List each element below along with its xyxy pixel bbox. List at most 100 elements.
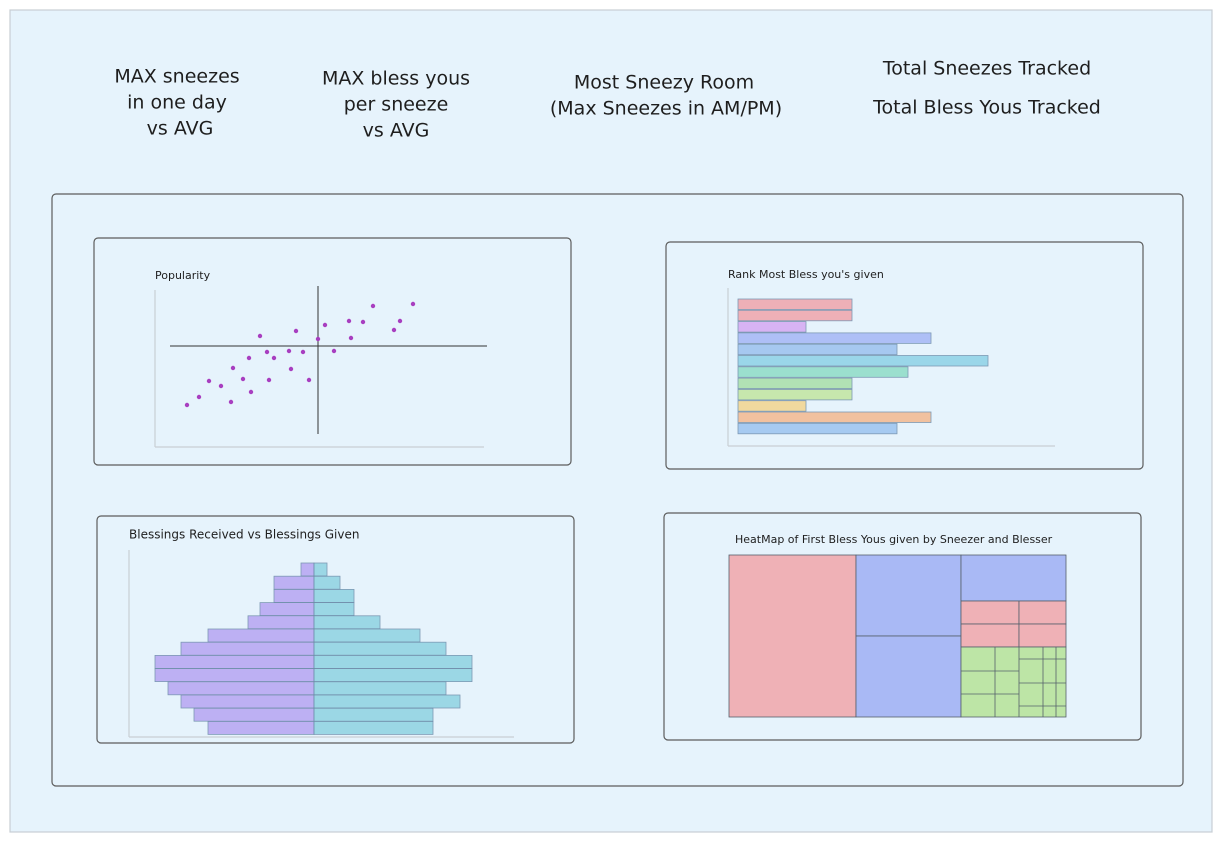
panel-frame bbox=[663, 512, 1142, 741]
heat-grid bbox=[961, 647, 1066, 717]
pyramid-bar-right bbox=[313, 575, 341, 590]
pyramid-bar-right bbox=[313, 694, 461, 709]
rank-bar bbox=[737, 377, 853, 390]
pyramid-bar-right bbox=[313, 707, 434, 722]
pyramid-bar-right bbox=[313, 562, 328, 577]
rank-bar bbox=[737, 343, 898, 356]
heat-cell bbox=[960, 646, 1067, 718]
scatter-dot bbox=[346, 318, 352, 324]
panel-title: Rank Most Bless you's given bbox=[728, 268, 884, 281]
kpi-text: vs AVG bbox=[363, 120, 430, 142]
heat-cell bbox=[855, 554, 962, 637]
scatter-dot bbox=[370, 303, 376, 309]
pyramid-bar-left bbox=[273, 589, 315, 603]
pyramid-bar-left bbox=[300, 562, 315, 577]
rank-bar bbox=[737, 388, 853, 401]
scatter-dot bbox=[257, 333, 263, 339]
scatter-dot bbox=[218, 383, 224, 389]
panel-frame bbox=[93, 237, 572, 466]
scatter-dot bbox=[331, 348, 337, 354]
scatter-dot bbox=[230, 365, 236, 371]
pyramid-bar-left bbox=[180, 641, 315, 656]
scatter-dot bbox=[196, 394, 202, 400]
kpi-text: Most Sneezy Room bbox=[574, 72, 754, 94]
panel-frame bbox=[665, 241, 1144, 470]
pyramid-bar-left bbox=[193, 707, 315, 722]
pyramid-bars bbox=[154, 562, 473, 735]
heat-cell bbox=[960, 554, 1067, 602]
pyramid-bar-right bbox=[313, 602, 355, 616]
pyramid-bar-left bbox=[154, 668, 315, 682]
scatter-dot bbox=[391, 327, 397, 333]
kpi-text: MAX sneezes bbox=[114, 66, 239, 88]
kpi-text: Total Bless Yous Tracked bbox=[872, 97, 1101, 119]
rank-bar bbox=[737, 366, 909, 378]
panel-title: Popularity bbox=[155, 269, 211, 282]
pyramid-bar-right bbox=[313, 668, 473, 682]
panel-title: HeatMap of First Bless Yous given by Sne… bbox=[735, 533, 1053, 546]
pyramid-bar-left bbox=[154, 655, 315, 669]
kpi-header: MAX sneezes in one day vs AVG MAX bless … bbox=[114, 58, 1101, 142]
scatter-dot bbox=[264, 349, 270, 355]
rank-bar bbox=[737, 321, 807, 333]
scatter-dot bbox=[348, 335, 354, 341]
rank-bar bbox=[737, 400, 807, 412]
kpi-text: (Max Sneezes in AM/PM) bbox=[550, 98, 782, 120]
scatter-dot bbox=[248, 389, 254, 395]
scatter-dot bbox=[293, 328, 299, 334]
panel-scatter: Popularity bbox=[93, 237, 572, 466]
scatter-dot bbox=[240, 376, 246, 382]
heat-cell bbox=[855, 635, 962, 718]
pyramid-bar-right bbox=[313, 628, 421, 643]
heat-cell bbox=[1018, 600, 1067, 625]
kpi-text: in one day bbox=[127, 92, 227, 114]
rank-bar bbox=[737, 355, 989, 367]
scatter-dot bbox=[300, 349, 306, 355]
scatter-dot bbox=[228, 399, 234, 405]
scatter-dot bbox=[322, 322, 328, 328]
scatter-dot bbox=[184, 402, 190, 408]
scatter-dot bbox=[286, 348, 292, 354]
heat-cell bbox=[960, 600, 1020, 625]
panel-title: Blessings Received vs Blessings Given bbox=[129, 528, 359, 542]
scatter-dots bbox=[184, 301, 416, 408]
rank-bar bbox=[737, 411, 932, 423]
pyramid-bar-right bbox=[313, 681, 447, 696]
heat-cell bbox=[728, 554, 857, 718]
pyramid-bar-right bbox=[313, 615, 381, 630]
rank-bar bbox=[737, 298, 853, 310]
rank-bar bbox=[737, 422, 898, 435]
pyramid-bar-left bbox=[247, 615, 315, 630]
pyramid-bar-left bbox=[167, 681, 315, 696]
pyramid-bar-left bbox=[259, 602, 315, 616]
scatter-dot bbox=[410, 301, 416, 307]
rank-bar bbox=[737, 309, 853, 322]
kpi-text: Total Sneezes Tracked bbox=[882, 58, 1091, 80]
scatter-dot bbox=[288, 366, 294, 372]
pyramid-bar-left bbox=[180, 694, 315, 709]
scatter-dot bbox=[397, 318, 403, 324]
panel-heatmap: HeatMap of First Bless Yous given by Sne… bbox=[663, 512, 1142, 741]
kpi-text: MAX bless yous bbox=[322, 68, 470, 90]
panel-frame bbox=[96, 515, 575, 744]
scatter-dot bbox=[315, 336, 321, 342]
rank-bar bbox=[737, 332, 932, 344]
scatter-dot bbox=[246, 355, 252, 361]
scatter-dot bbox=[206, 378, 212, 384]
scatter-dot bbox=[306, 377, 312, 383]
kpi-text: vs AVG bbox=[147, 118, 214, 140]
scatter-dot bbox=[271, 355, 277, 361]
rank-bars bbox=[737, 298, 989, 435]
scatter-dot bbox=[266, 377, 272, 383]
kpi-text: per sneeze bbox=[344, 94, 449, 116]
pyramid-bar-right bbox=[313, 655, 473, 669]
pyramid-bar-right bbox=[313, 721, 434, 735]
pyramid-bar-right bbox=[313, 641, 447, 656]
heat-cell bbox=[1018, 623, 1067, 648]
panel-pyramid: Blessings Received vs Blessings Given bbox=[96, 515, 575, 744]
pyramid-bar-left bbox=[207, 721, 315, 735]
pyramid-bar-right bbox=[313, 589, 355, 603]
heat-cell bbox=[960, 623, 1020, 648]
panel-ranking: Rank Most Bless you's given bbox=[665, 241, 1144, 470]
